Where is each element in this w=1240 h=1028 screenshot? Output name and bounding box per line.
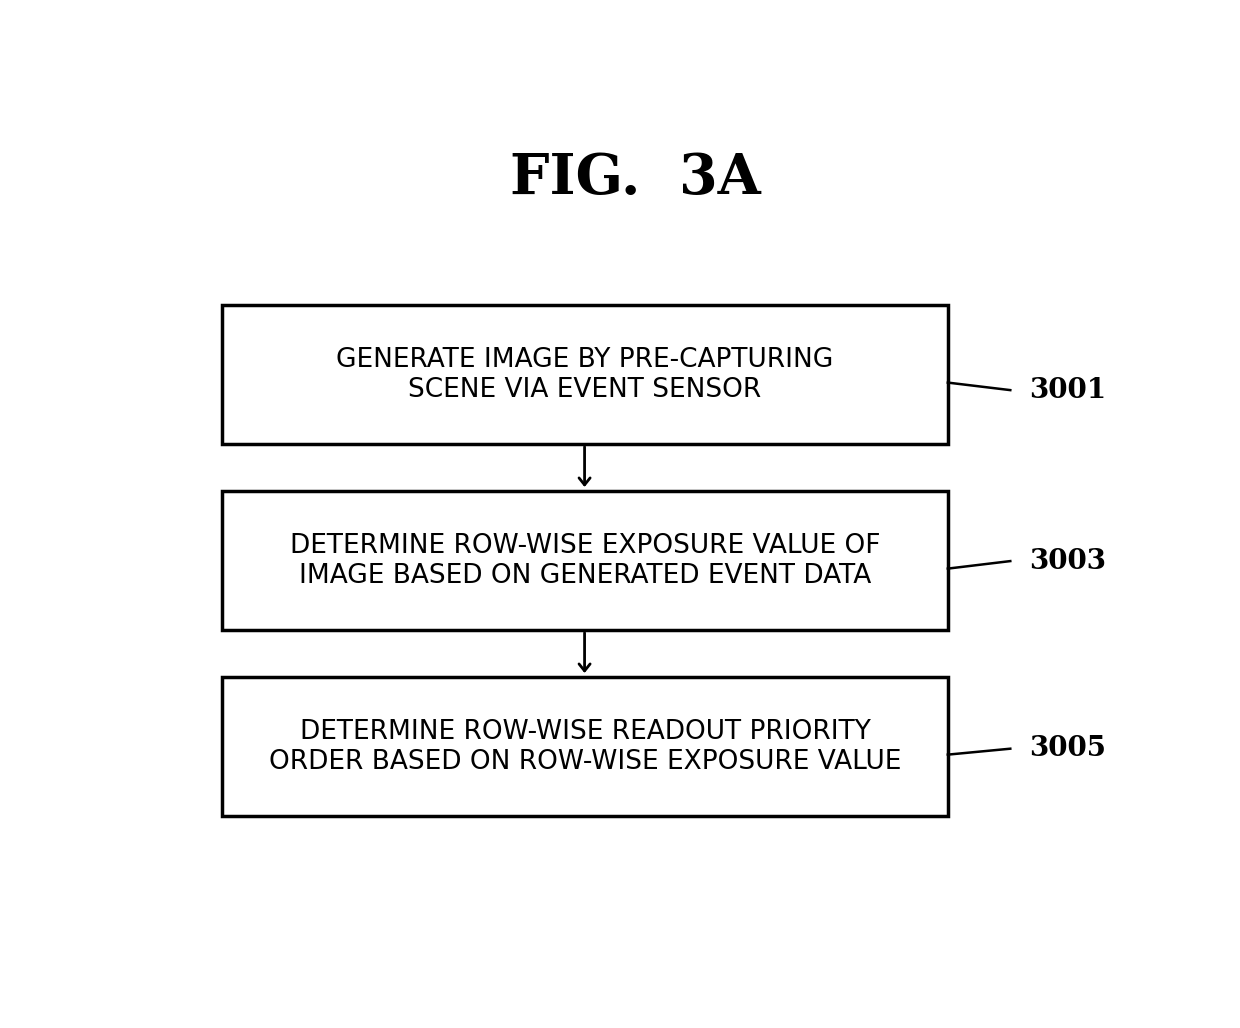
- Bar: [222, 305, 947, 444]
- Text: DETERMINE ROW-WISE EXPOSURE VALUE OF
IMAGE BASED ON GENERATED EVENT DATA: DETERMINE ROW-WISE EXPOSURE VALUE OF IMA…: [290, 533, 880, 589]
- Bar: [222, 677, 947, 816]
- Text: GENERATE IMAGE BY PRE-CAPTURING
SCENE VIA EVENT SENSOR: GENERATE IMAGE BY PRE-CAPTURING SCENE VI…: [336, 346, 833, 403]
- Text: FIG.  3A: FIG. 3A: [510, 151, 761, 206]
- Text: 3005: 3005: [1029, 735, 1106, 762]
- Text: 3001: 3001: [1029, 376, 1106, 404]
- Text: 3003: 3003: [1029, 548, 1106, 575]
- Text: DETERMINE ROW-WISE READOUT PRIORITY
ORDER BASED ON ROW-WISE EXPOSURE VALUE: DETERMINE ROW-WISE READOUT PRIORITY ORDE…: [269, 719, 901, 775]
- Bar: [222, 491, 947, 630]
